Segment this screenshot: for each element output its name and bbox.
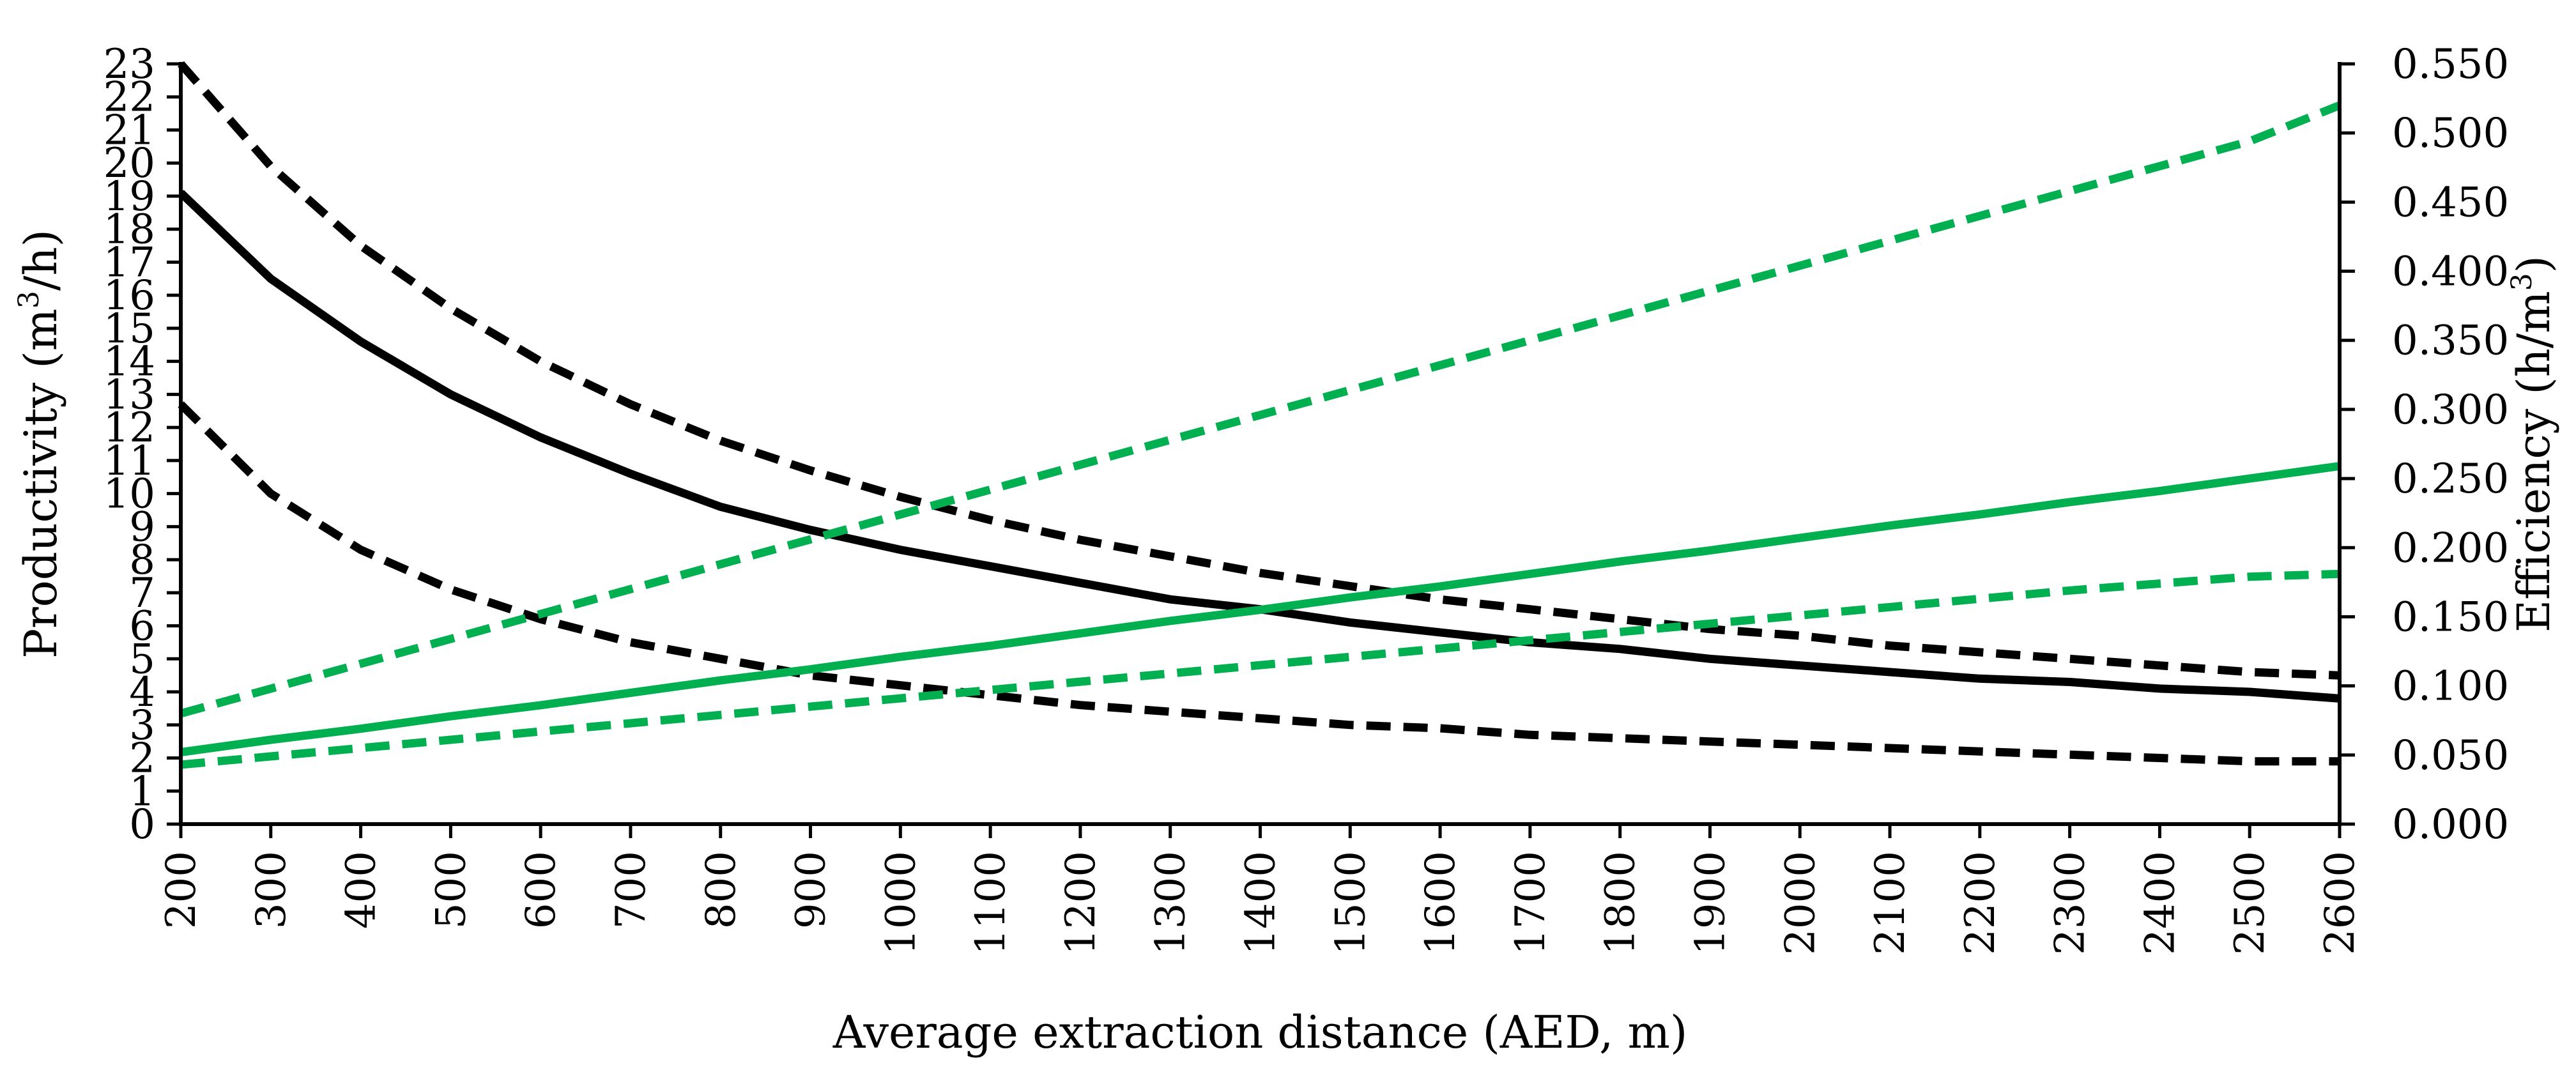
x-tick-label: 800 [698, 851, 745, 929]
y-tick-label: 5 [129, 636, 155, 683]
x-tick-label: 600 [518, 851, 565, 929]
x-tick-label: 2200 [1957, 851, 2004, 955]
y2-tick-label: 0.500 [2392, 110, 2509, 157]
y-tick-label: 14 [103, 339, 155, 386]
y2-tick-label: 0.150 [2392, 593, 2509, 641]
x-tick-label: 2000 [1777, 851, 1824, 955]
y2-tick-label: 0.050 [2392, 732, 2509, 779]
y-tick-label: 12 [103, 404, 155, 452]
y-tick-label: 15 [103, 305, 155, 353]
y-tick-label: 0 [129, 801, 155, 848]
y2-tick-label: 0.450 [2392, 179, 2509, 226]
y2-tick-label: 0.550 [2392, 41, 2509, 88]
series-line-3 [178, 401, 2340, 766]
x-tick-label: 900 [788, 851, 835, 929]
ticks-layer: 012345678910111213141516171819202122230.… [103, 41, 2510, 955]
y-tick-label: 8 [129, 537, 155, 584]
x-tick-label: 1300 [1147, 851, 1195, 955]
y-tick-label: 17 [103, 239, 155, 286]
x-tick-label: 1400 [1238, 851, 1285, 955]
y-tick-label: 16 [103, 272, 155, 319]
x-tick-label: 1700 [1507, 851, 1554, 955]
y-tick-label: 18 [103, 206, 155, 254]
series-layer [178, 61, 2342, 769]
y-tick-label: 2 [129, 735, 155, 783]
y2-tick-label: 0.350 [2392, 318, 2509, 365]
y-tick-label: 10 [103, 471, 155, 518]
x-axis-title: Average extraction distance (AED, m) [832, 1006, 1688, 1059]
y2-tick-label: 0.100 [2392, 663, 2509, 710]
y2-tick-label: 0.300 [2392, 386, 2509, 434]
x-tick-label: 1900 [1687, 851, 1734, 955]
x-tick-label: 200 [158, 851, 205, 929]
y-tick-label: 1 [129, 768, 155, 815]
series-line-5 [180, 101, 2342, 718]
x-tick-label: 1100 [967, 851, 1015, 955]
x-tick-label: 1000 [877, 851, 924, 955]
series-line-2 [178, 61, 2340, 680]
y-axis-left-title-superscript: 3 [13, 291, 45, 309]
y-tick-label: 23 [103, 41, 155, 88]
series-line-4 [180, 462, 2340, 756]
x-tick-label: 2500 [2227, 851, 2274, 955]
y2-tick-label: 0.200 [2392, 524, 2509, 572]
y-axis-left-title-unit: /h) [15, 229, 67, 291]
y-tick-label: 3 [129, 702, 155, 749]
x-tick-label: 700 [608, 851, 655, 929]
series-line-6 [180, 569, 2340, 769]
x-tick-label: 1200 [1057, 851, 1105, 955]
y-axis-left-title-main: Productivity (m [15, 309, 67, 659]
x-tick-label: 300 [248, 851, 295, 929]
x-tick-label: 2100 [1867, 851, 1914, 955]
y-tick-label: 9 [129, 503, 155, 551]
x-tick-label: 1600 [1417, 851, 1464, 955]
x-tick-label: 2600 [2317, 851, 2364, 955]
x-tick-label: 1800 [1597, 851, 1644, 955]
y-axis-right-title-unit: ) [2508, 256, 2560, 273]
y-tick-label: 19 [103, 173, 155, 220]
x-tick-label: 400 [338, 851, 385, 929]
y2-tick-label: 0.000 [2392, 801, 2509, 848]
y-tick-label: 6 [129, 603, 155, 650]
y-axis-right-title: Efficiency (h/m3) [2506, 256, 2560, 632]
y-tick-label: 7 [129, 570, 155, 617]
y-tick-label: 20 [103, 140, 155, 187]
y-axis-left-title: Productivity (m3/h) [13, 229, 67, 659]
y2-tick-label: 0.400 [2392, 249, 2509, 296]
y-axis-right-title-main: Efficiency (h/m [2508, 291, 2560, 632]
x-tick-label: 2400 [2136, 851, 2184, 955]
x-tick-label: 1500 [1327, 851, 1374, 955]
x-tick-label: 500 [427, 851, 475, 929]
y-axis-right-title-superscript: 3 [2506, 273, 2538, 291]
y-tick-label: 13 [103, 371, 155, 418]
y-tick-label: 11 [103, 438, 155, 485]
y-tick-label: 22 [103, 74, 155, 121]
y-tick-label: 4 [129, 669, 155, 716]
y-tick-label: 21 [103, 107, 155, 154]
x-tick-label: 2300 [2047, 851, 2094, 955]
y2-tick-label: 0.250 [2392, 455, 2509, 503]
